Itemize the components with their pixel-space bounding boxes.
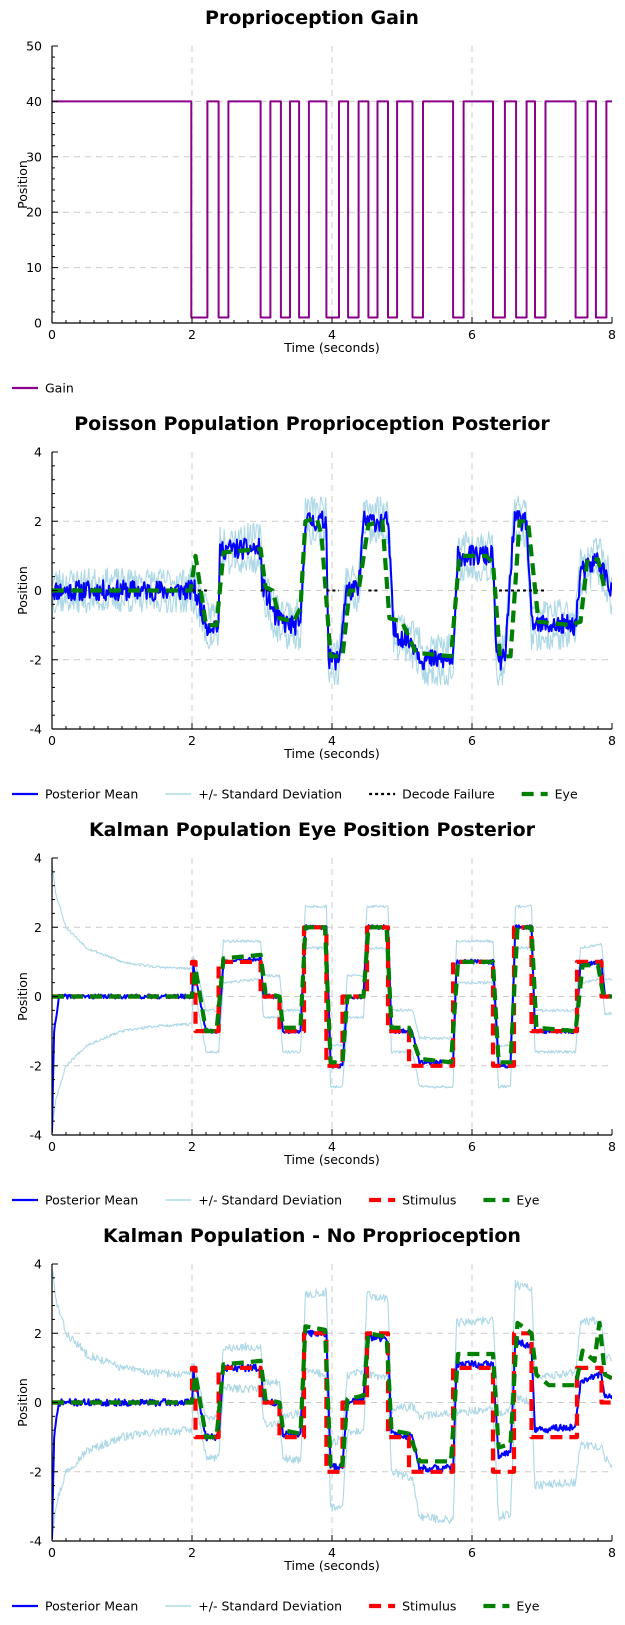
- plot-area: [52, 100, 612, 319]
- y-tick-label: 10: [26, 260, 42, 275]
- legend-label: Decode Failure: [402, 787, 495, 802]
- legend-label: Posterior Mean: [45, 787, 138, 802]
- series--standard-deviation-line: [52, 522, 612, 686]
- plot-area: [52, 1269, 612, 1540]
- series-gain-line: [52, 100, 612, 319]
- chart-title: Poisson Population Proprioception Poster…: [74, 413, 550, 435]
- x-tick-label: 4: [328, 1139, 336, 1154]
- y-tick-label: -4: [30, 1128, 43, 1143]
- y-tick-label: -2: [30, 1058, 42, 1073]
- y-tick-label: 0: [34, 989, 42, 1004]
- series-eye-line: [52, 1320, 612, 1467]
- y-tick-label: -4: [30, 722, 43, 737]
- x-axis-label: Time (seconds): [283, 1558, 379, 1573]
- legend-label: Stimulus: [402, 1193, 456, 1208]
- y-tick-label: 2: [34, 920, 42, 935]
- x-tick-label: 6: [468, 1545, 476, 1560]
- legend-label: Posterior Mean: [45, 1193, 138, 1208]
- legend-label: Eye: [516, 1193, 539, 1208]
- legend-label: Stimulus: [402, 1599, 456, 1614]
- x-tick-label: 8: [608, 733, 616, 748]
- x-tick-label: 0: [48, 1545, 56, 1560]
- x-tick-label: 0: [48, 327, 56, 342]
- y-axis-label: Position: [15, 566, 30, 615]
- legend-label: Gain: [45, 381, 74, 396]
- series--standard-deviation-line: [52, 862, 612, 1047]
- y-tick-label: 30: [26, 149, 42, 164]
- chart-svg-kalman-noprop: Kalman Population - No Proprioception 0 2 4…: [12, 1225, 616, 1614]
- x-tick-label: 2: [188, 327, 196, 342]
- x-tick-label: 4: [328, 327, 336, 342]
- y-tick-label: 50: [26, 39, 42, 54]
- chart-panel-gain: Proprioception Gain 0 2 4 6 8 0 10 20 30 40 50 Time …: [0, 0, 625, 406]
- plot-area: [52, 495, 612, 686]
- y-tick-label: 0: [34, 1395, 42, 1410]
- x-tick-label: 6: [468, 327, 476, 342]
- y-tick-label: 40: [26, 94, 42, 109]
- y-axis-label: Position: [15, 1378, 30, 1427]
- series--standard-deviation-line: [52, 1367, 612, 1540]
- y-axis-label: Position: [15, 972, 30, 1021]
- chart-panel-kalman-noprop: Kalman Population - No Proprioception 0 2 4…: [0, 1218, 625, 1624]
- chart-title: Kalman Population Eye Position Posterior: [89, 819, 536, 841]
- x-tick-label: 4: [328, 733, 336, 748]
- x-tick-label: 6: [468, 733, 476, 748]
- legend-label: +/- Standard Deviation: [198, 1599, 342, 1614]
- plot-area: [52, 862, 612, 1133]
- x-axis-label: Time (seconds): [283, 746, 379, 761]
- legend-label: +/- Standard Deviation: [198, 787, 342, 802]
- y-tick-label: 0: [34, 316, 42, 331]
- series-posterior-mean-line: [52, 510, 612, 671]
- series-eye-line: [52, 925, 612, 1065]
- y-tick-label: 4: [34, 445, 42, 460]
- chart-svg-gain: Proprioception Gain 0 2 4 6 8 0 10 20 30 40 50 Time …: [12, 7, 616, 396]
- legend-label: Eye: [516, 1599, 539, 1614]
- x-tick-label: 8: [608, 327, 616, 342]
- y-axis-label: Position: [15, 160, 30, 209]
- legend-label: Posterior Mean: [45, 1599, 138, 1614]
- x-tick-label: 8: [608, 1545, 616, 1560]
- x-axis-label: Time (seconds): [283, 1152, 379, 1167]
- y-tick-label: 4: [34, 851, 42, 866]
- x-tick-label: 6: [468, 1139, 476, 1154]
- x-tick-label: 8: [608, 1139, 616, 1154]
- x-axis-label: Time (seconds): [283, 340, 379, 355]
- chart-svg-kalman-eye: Kalman Population Eye Position Posterior…: [12, 819, 616, 1208]
- chart-title: Kalman Population - No Proprioception: [103, 1225, 521, 1247]
- chart-title: Proprioception Gain: [205, 7, 419, 29]
- legend-label: Eye: [555, 787, 578, 802]
- y-tick-label: 4: [34, 1257, 42, 1272]
- y-tick-label: 20: [26, 205, 42, 220]
- y-tick-label: 2: [34, 514, 42, 529]
- chart-svg-poisson: Poisson Population Proprioception Poster…: [12, 413, 616, 802]
- x-tick-label: 2: [188, 1139, 196, 1154]
- x-tick-label: 2: [188, 733, 196, 748]
- x-tick-label: 0: [48, 733, 56, 748]
- chart-panel-poisson: Poisson Population Proprioception Poster…: [0, 406, 625, 812]
- x-tick-label: 2: [188, 1545, 196, 1560]
- legend-label: +/- Standard Deviation: [198, 1193, 342, 1208]
- y-tick-label: -4: [30, 1534, 43, 1549]
- y-tick-label: -2: [30, 652, 42, 667]
- x-tick-label: 4: [328, 1545, 336, 1560]
- y-tick-label: -2: [30, 1464, 42, 1479]
- chart-panel-kalman-eye: Kalman Population Eye Position Posterior…: [0, 812, 625, 1218]
- series-eye-line: [52, 515, 608, 659]
- y-tick-label: 0: [34, 583, 42, 598]
- x-tick-label: 0: [48, 1139, 56, 1154]
- y-tick-label: 2: [34, 1326, 42, 1341]
